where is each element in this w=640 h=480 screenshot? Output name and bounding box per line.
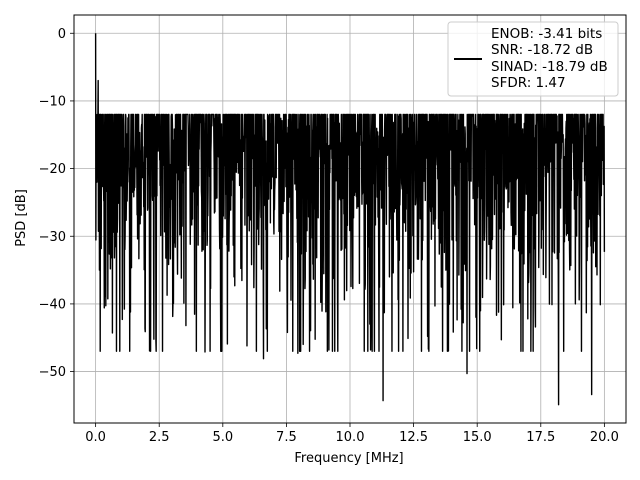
legend-box xyxy=(447,21,619,97)
x-tick-label: 5.0 xyxy=(212,430,233,445)
x-tick-label: 2.5 xyxy=(149,430,170,445)
x-tick-label: 10.0 xyxy=(336,430,365,445)
y-axis: 0 −10 −20 −30 −40 −50 xyxy=(39,27,74,380)
x-axis: 0.0 2.5 5.0 7.5 10.0 12.5 15.0 17.5 20.0 xyxy=(85,423,619,445)
x-tick-label: 17.5 xyxy=(526,430,555,445)
legend-enob: ENOB: -3.41 bits xyxy=(491,26,602,42)
psd-line xyxy=(94,33,606,406)
legend-snr: SNR: -18.72 dB xyxy=(491,42,593,58)
y-tick-label: −20 xyxy=(39,162,66,177)
x-tick-label: 7.5 xyxy=(276,430,297,445)
y-tick-label: −30 xyxy=(39,230,66,245)
y-tick-label: −40 xyxy=(39,297,66,312)
y-tick-label: −50 xyxy=(39,365,66,380)
psd-trace xyxy=(94,33,606,406)
y-tick-label: 0 xyxy=(58,27,66,42)
y-axis-label: PSD [dB] xyxy=(14,189,29,247)
x-tick-label: 15.0 xyxy=(463,430,492,445)
legend: ENOB: -3.41 bits SNR: -18.72 dB SINAD: -… xyxy=(447,21,619,97)
x-axis-label: Frequency [MHz] xyxy=(294,451,403,466)
x-tick-label: 12.5 xyxy=(399,430,428,445)
x-tick-label: 20.0 xyxy=(590,430,619,445)
x-tick-label: 0.0 xyxy=(85,430,106,445)
legend-sfdr: SFDR: 1.47 xyxy=(491,75,566,91)
y-tick-label: −10 xyxy=(39,94,66,109)
legend-sinad: SINAD: -18.79 dB xyxy=(491,59,608,75)
